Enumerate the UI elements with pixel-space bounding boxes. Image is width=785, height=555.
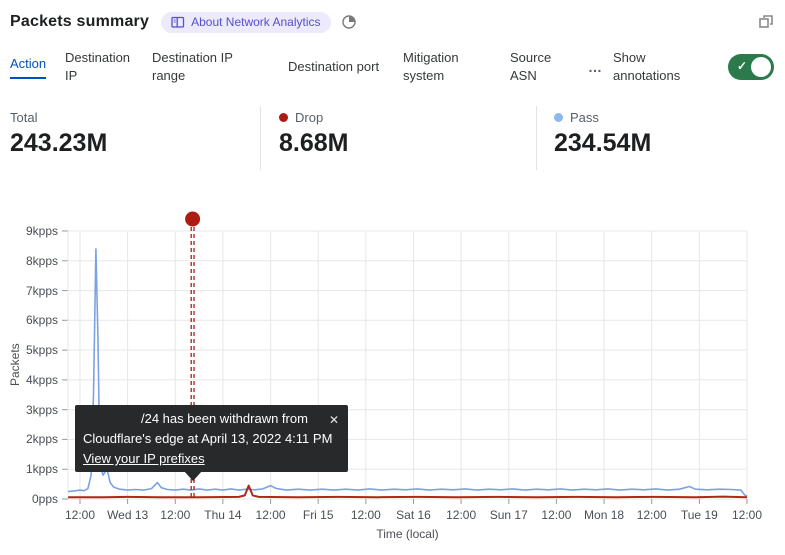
tab-destination-ip[interactable]: Destination IP — [65, 42, 145, 92]
x-tick-label: Sun 17 — [489, 508, 528, 522]
tab-label: Destination IP range — [152, 50, 233, 83]
x-tick-label: 12:00 — [64, 508, 96, 522]
x-tick-label: 12:00 — [350, 508, 381, 522]
show-annotations-toggle[interactable]: ✓ — [728, 54, 774, 80]
stat-label: Total — [10, 110, 38, 125]
toggle-knob — [751, 57, 771, 77]
tab-label: Destination port — [288, 59, 380, 74]
legend-dot-icon — [279, 113, 288, 122]
tooltip-pointer — [184, 471, 202, 481]
chart-canvas — [62, 211, 748, 504]
stat-value: 243.23M — [10, 129, 108, 157]
about-badge-label: About Network Analytics — [191, 15, 321, 29]
book-icon — [171, 16, 185, 29]
x-tick-label: Thu 14 — [204, 508, 242, 522]
y-tick-label: 6kpps — [25, 313, 58, 328]
annotation-tooltip: /24 has been withdrawn from Cloudflare's… — [75, 405, 348, 481]
tab-source-asn[interactable]: Source ASN — [510, 42, 572, 92]
check-icon: ✓ — [737, 59, 748, 73]
x-tick-label: 12:00 — [255, 508, 286, 522]
close-icon[interactable]: ✕ — [328, 413, 339, 427]
tab-destination-port[interactable]: Destination port — [288, 42, 383, 92]
y-tick-label: 0pps — [31, 492, 58, 506]
stat-drop: Drop 8.68M — [260, 106, 536, 170]
stat-pass: Pass 234.54M — [536, 106, 775, 170]
y-tick-label: 3kpps — [25, 402, 58, 417]
tab-label: Action — [10, 55, 47, 79]
tab-mitigation-system[interactable]: Mitigation system — [403, 42, 495, 92]
x-tick-label: 12:00 — [541, 508, 572, 522]
y-tick-label: 5kpps — [25, 343, 58, 358]
stat-label-row: Total — [10, 110, 260, 125]
x-tick-label: Mon 18 — [584, 508, 625, 522]
time-period-icon — [341, 14, 357, 30]
stat-label-row: Drop — [279, 110, 536, 125]
show-annotations-label: Show annotations — [613, 50, 681, 83]
stat-label: Pass — [570, 110, 599, 125]
x-axis-title: Time (local) — [376, 527, 439, 541]
x-tick-label: 12:00 — [636, 508, 667, 522]
about-network-analytics-badge[interactable]: About Network Analytics — [161, 11, 331, 33]
tab-destination-ip-range[interactable]: Destination IP range — [152, 42, 264, 92]
x-tick-label: 12:00 — [446, 508, 477, 522]
stat-label: Drop — [295, 110, 324, 125]
tooltip-text-line2: Cloudflare's edge at April 13, 2022 4:11… — [83, 431, 333, 446]
x-tick-label: Tue 19 — [680, 508, 718, 522]
stat-total: Total 243.23M — [10, 106, 260, 170]
legend-dot-icon — [554, 113, 563, 122]
page-title: Packets summary — [10, 13, 150, 30]
tab-label: Destination IP — [65, 50, 131, 83]
y-tick-label: 1kpps — [25, 462, 58, 477]
tooltip-text-line1: /24 has been withdrawn from — [141, 411, 308, 426]
x-tick-label: Fri 15 — [302, 508, 334, 522]
x-tick-label: Wed 13 — [107, 508, 149, 522]
popout-icon[interactable] — [757, 13, 775, 31]
tab-label: Mitigation system — [403, 50, 459, 83]
y-tick-label: 9kpps — [25, 224, 58, 238]
tab-action[interactable]: Action — [10, 42, 60, 92]
stat-label-row: Pass — [554, 110, 775, 125]
more-tabs-button[interactable]: … — [588, 59, 603, 75]
x-tick-label: 12:00 — [731, 508, 763, 522]
stat-value: 234.54M — [554, 129, 652, 157]
y-tick-label: 4kpps — [25, 372, 58, 387]
tab-label: Source ASN — [510, 50, 552, 83]
summary-stats: Total 243.23M Drop 8.68M Pass 234.54M — [10, 106, 775, 170]
tab-bar: Action Destination IP Destination IP range… — [0, 42, 785, 92]
x-tick-label: 12:00 — [160, 508, 191, 522]
packets-chart: 0pps 1kpps 2kpps 3kpps 4kpps 5kpps 6kpps 7kpps 8… — [0, 195, 785, 555]
stat-value: 8.68M — [279, 129, 349, 157]
y-tick-label: 7kpps — [25, 283, 58, 298]
y-tick-label: 2kpps — [25, 432, 58, 447]
header: Packets summary About Network Analytics — [10, 8, 775, 36]
view-ip-prefixes-link[interactable]: View your IP prefixes — [83, 451, 205, 466]
x-tick-label: Sat 16 — [396, 508, 431, 522]
y-tick-label: 8kpps — [25, 253, 58, 268]
